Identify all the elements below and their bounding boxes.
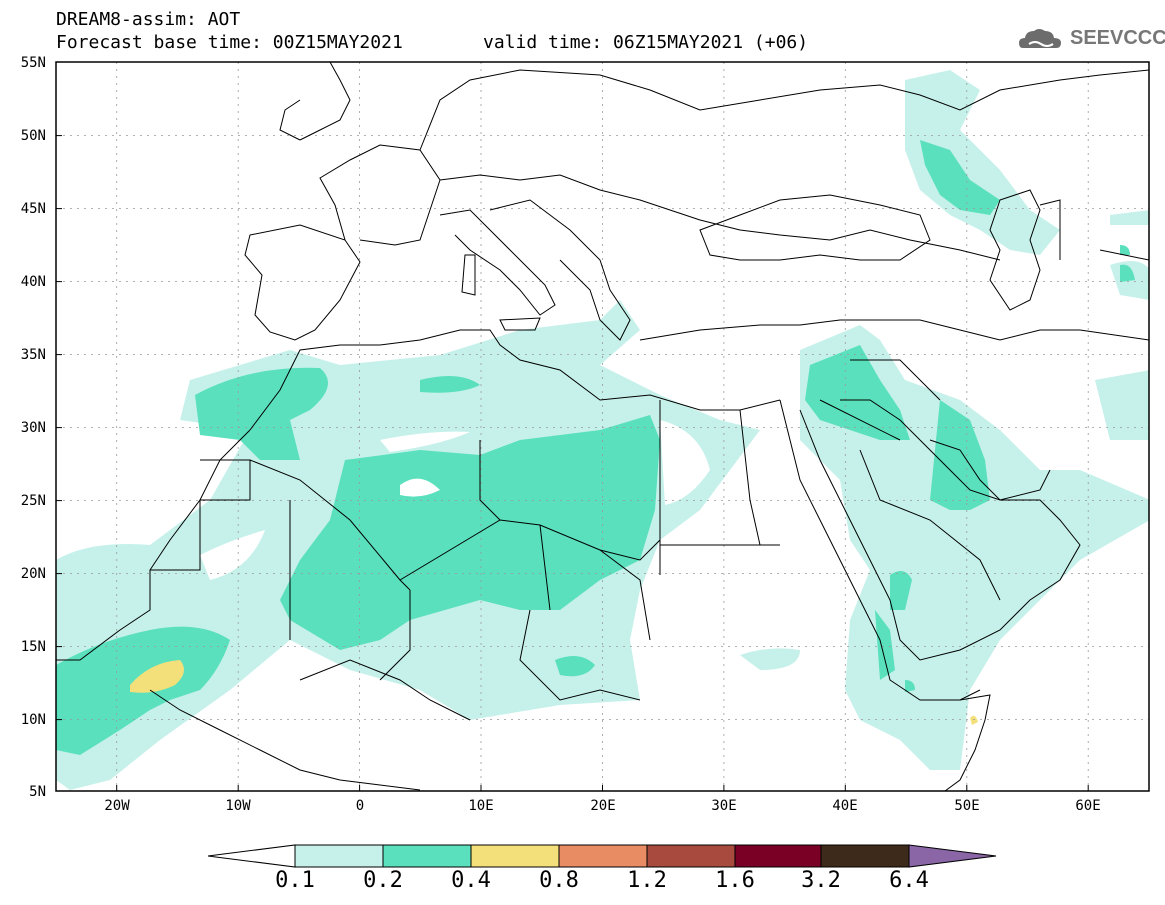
logo-text: SEEVCCC <box>1070 27 1165 49</box>
lat-tick-label: 40N <box>20 274 46 290</box>
lon-tick-label: 60E <box>1075 798 1101 814</box>
valid-time: valid time: 06Z15MAY2021 (+06) <box>483 32 809 53</box>
colorbar-label: 0.1 <box>275 868 315 893</box>
colorbar-bin-2 <box>382 844 472 868</box>
colorbar-label: 0.4 <box>451 868 491 893</box>
lon-tick-label: 10E <box>468 798 494 814</box>
colorbar-bin-7 <box>820 844 910 868</box>
coastlines-and-borders <box>56 62 1149 791</box>
colorbar-label: 0.2 <box>363 868 403 893</box>
lon-tick-label: 20E <box>590 798 616 814</box>
lat-tick-label: 30N <box>20 420 46 436</box>
lat-tick-label: 55N <box>20 55 46 71</box>
cloud-icon <box>1019 29 1061 48</box>
lon-tick-label: 50E <box>954 798 980 814</box>
lat-tick-label: 20N <box>20 566 46 582</box>
lat-tick-label: 10N <box>20 712 46 728</box>
colorbar <box>207 844 997 868</box>
lat-tick-label: 35N <box>20 347 46 363</box>
colorbar-over-arrow <box>908 844 997 868</box>
lat-tick-label: 5N <box>29 784 46 800</box>
aot-contour-high <box>130 660 184 693</box>
colorbar-bin-6 <box>734 844 822 868</box>
lon-tick-label: 0 <box>355 798 365 814</box>
colorbar-bin-5 <box>646 844 736 868</box>
forecast-base-time: Forecast base time: 00Z15MAY2021 <box>56 32 403 53</box>
colorbar-under-arrow <box>207 844 296 868</box>
colorbar-label: 1.2 <box>627 868 667 893</box>
colorbar-label: 6.4 <box>889 868 929 893</box>
colorbar-bin-3 <box>470 844 560 868</box>
colorbar-label: 3.2 <box>801 868 841 893</box>
lat-tick-label: 15N <box>20 639 46 655</box>
colorbar-bin-4 <box>558 844 648 868</box>
tick-marks <box>56 135 1089 791</box>
lon-tick-label: 40E <box>832 798 858 814</box>
lon-tick-label: 20W <box>104 798 130 814</box>
map-title: DREAM8-assim: AOT <box>56 9 241 30</box>
lon-tick-label: 10W <box>225 798 251 814</box>
lat-tick-label: 25N <box>20 493 46 509</box>
colorbar-bin-1 <box>294 844 384 868</box>
lat-tick-label: 50N <box>20 128 46 144</box>
lon-tick-label: 30E <box>711 798 737 814</box>
lat-tick-label: 45N <box>20 201 46 217</box>
colorbar-label: 0.8 <box>539 868 579 893</box>
colorbar-label: 1.6 <box>715 868 755 893</box>
